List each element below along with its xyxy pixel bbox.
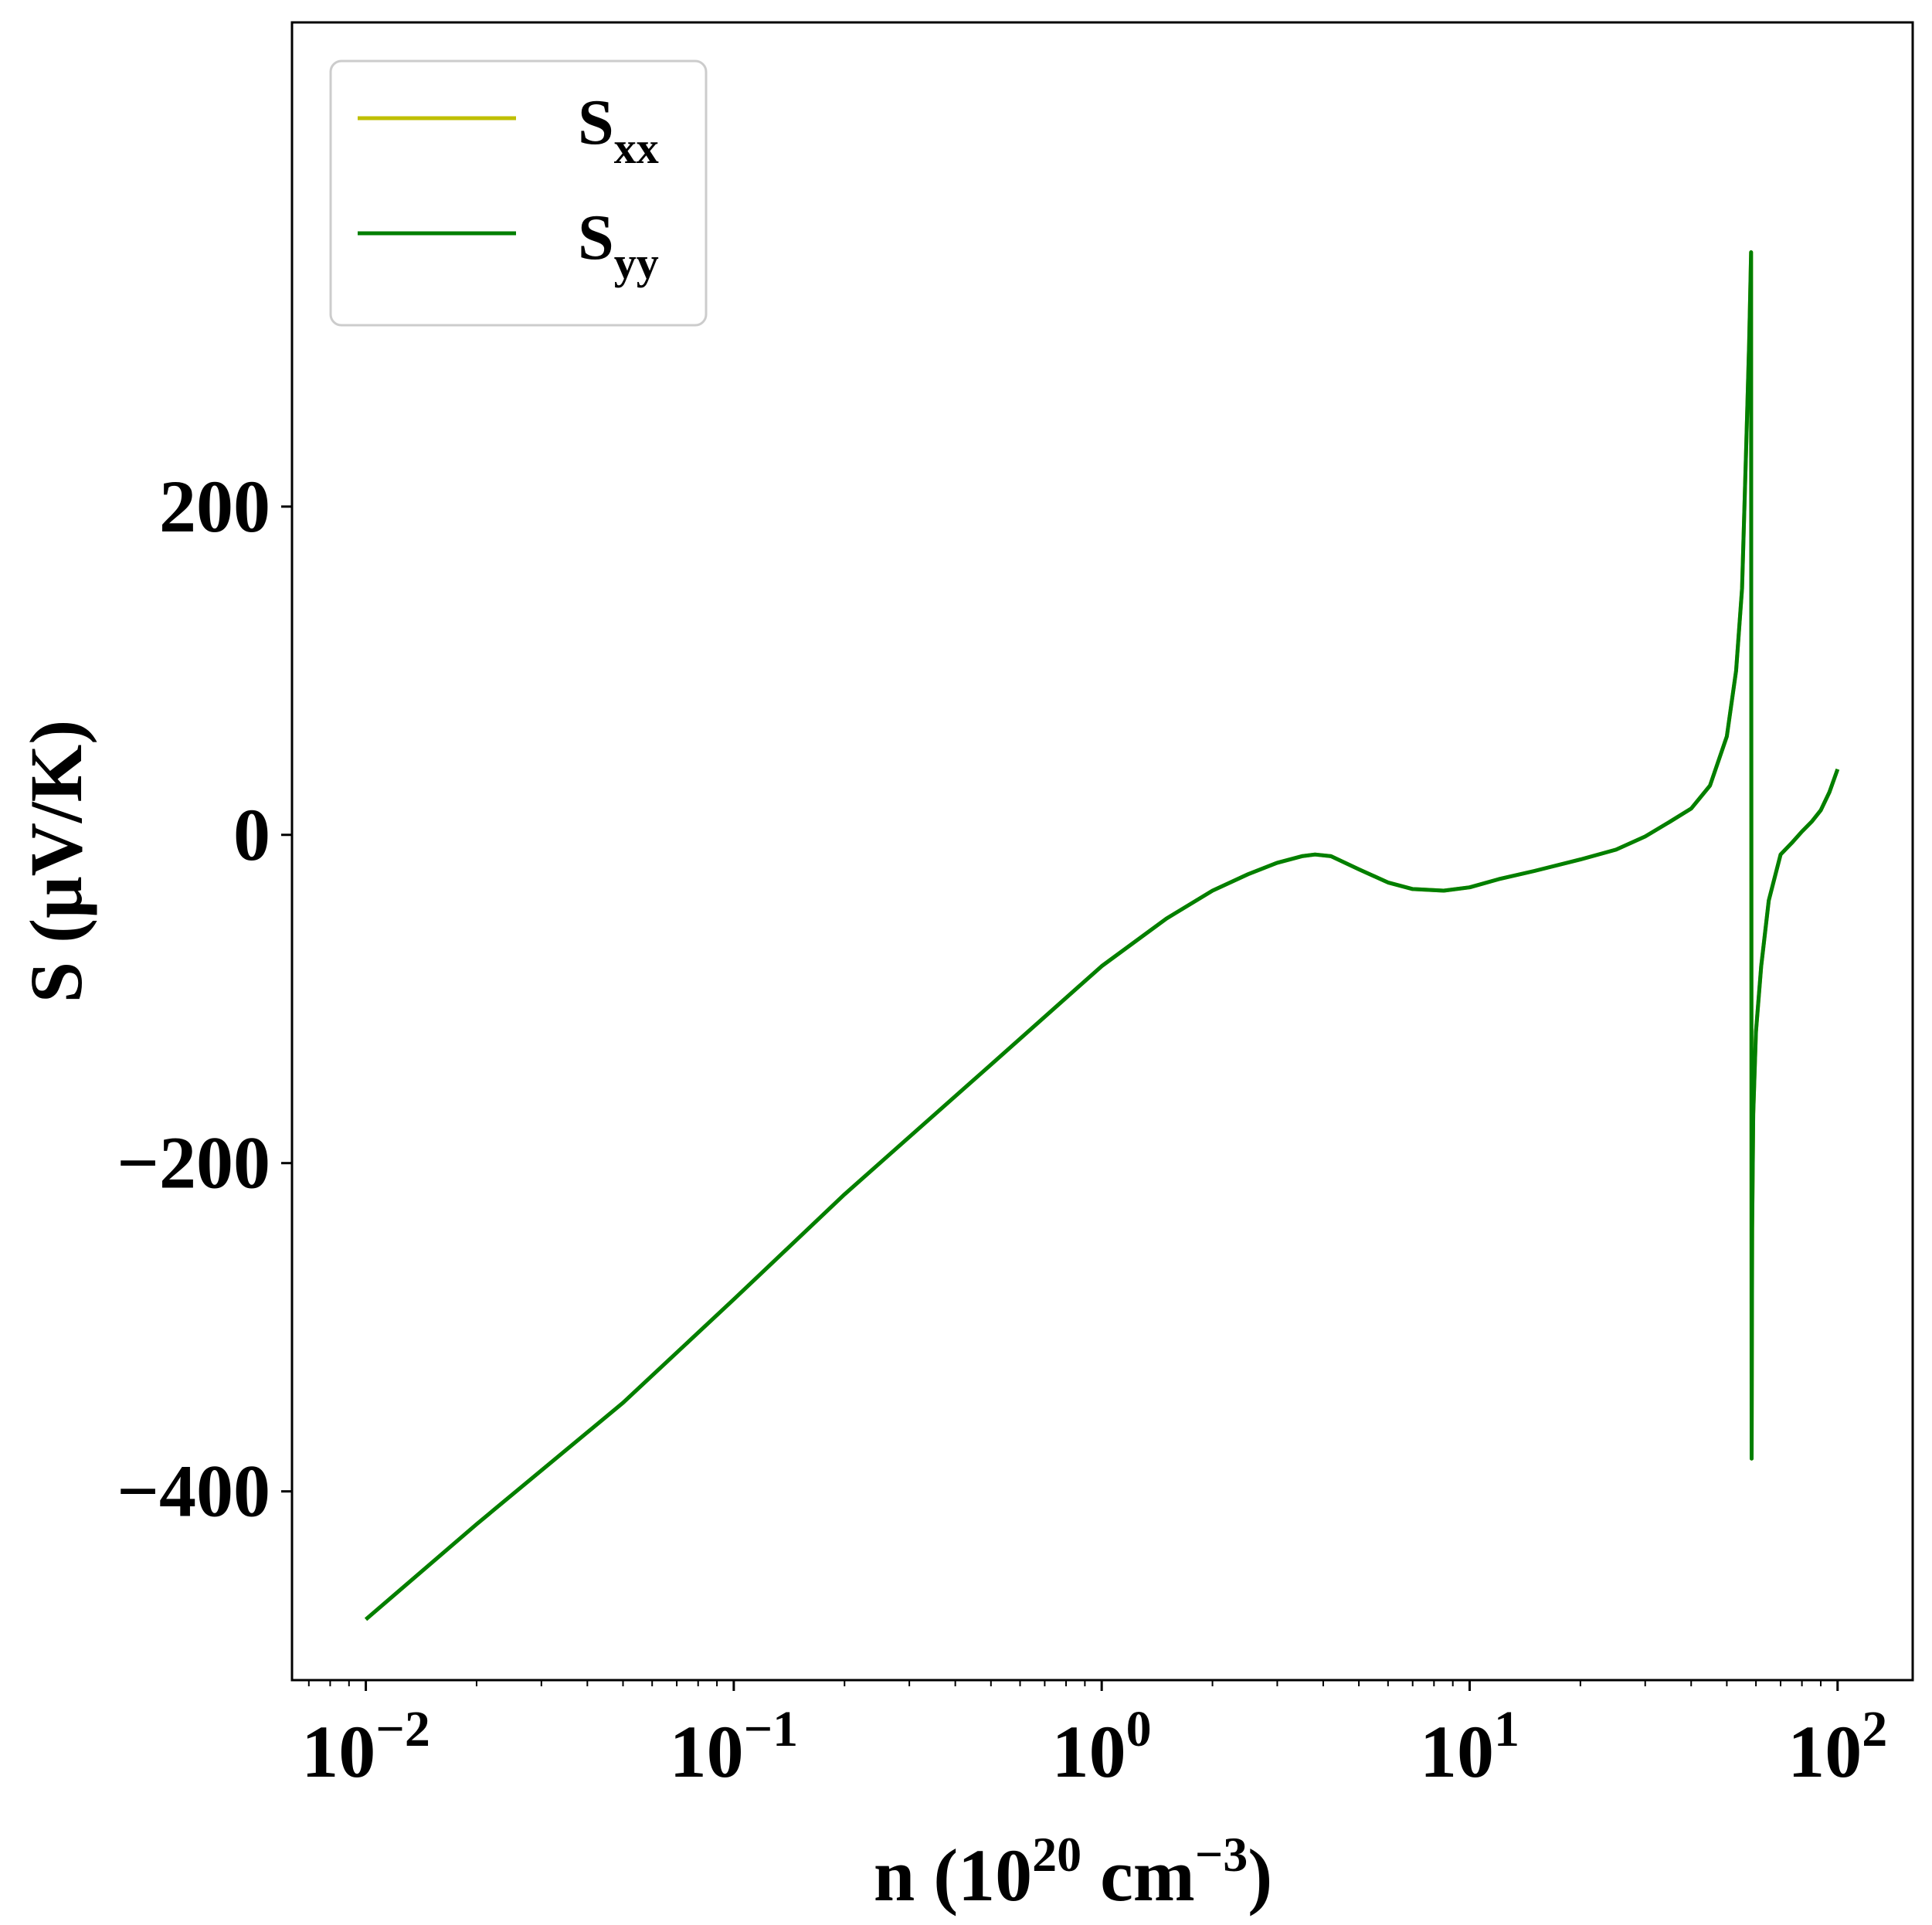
- x-tick-label: 102: [1788, 1701, 1887, 1793]
- series-line-xx: [364, 250, 1840, 1621]
- x-tick-label: 10−1: [670, 1701, 799, 1793]
- y-tick-label: 200: [159, 465, 270, 548]
- x-tick-label: 10−2: [301, 1701, 430, 1793]
- x-tick-label: 101: [1420, 1701, 1519, 1793]
- series-layer: [364, 250, 1840, 1621]
- legend-label-sxx: Sxx: [578, 87, 659, 173]
- x-axis-label: n (1020 cm−3): [874, 1827, 1272, 1917]
- y-axis-ticks: 200 0 −200 −400: [117, 465, 292, 1533]
- y-axis-label: S (μV/K): [15, 720, 97, 1003]
- series-line-yy: [364, 250, 1840, 1621]
- x-axis-ticks: 10−2 10−1 100 101 102: [301, 1680, 1887, 1793]
- y-tick-label: 0: [233, 793, 270, 876]
- x-tick-label: 100: [1052, 1701, 1152, 1793]
- legend: Sxx Syy: [329, 59, 708, 327]
- legend-box: [329, 59, 708, 327]
- y-tick-label: −200: [117, 1122, 270, 1204]
- legend-label-syy: Syy: [578, 202, 659, 288]
- y-tick-label: −400: [117, 1450, 270, 1533]
